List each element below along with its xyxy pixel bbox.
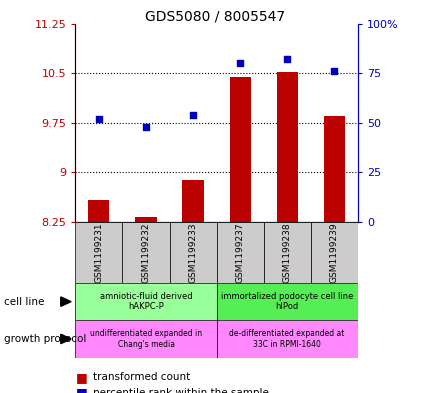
Bar [216,222,263,283]
Text: percentile rank within the sample: percentile rank within the sample [92,388,268,393]
Point [142,124,149,130]
Text: amniotic-fluid derived
hAKPC-P: amniotic-fluid derived hAKPC-P [99,292,192,311]
Bar [276,72,297,222]
Bar [122,222,169,283]
Point [283,56,290,62]
Bar [182,180,203,222]
Bar [310,222,357,283]
Polygon shape [61,297,71,307]
Text: GSM1199232: GSM1199232 [141,222,150,283]
Bar [323,116,344,222]
Text: de-differentiated expanded at
33C in RPMI-1640: de-differentiated expanded at 33C in RPM… [229,329,344,349]
Text: immortalized podocyte cell line
hIPod: immortalized podocyte cell line hIPod [221,292,353,311]
Text: undifferentiated expanded in
Chang's media: undifferentiated expanded in Chang's med… [90,329,202,349]
Point [330,68,337,74]
Bar [216,320,357,358]
Text: GSM1199231: GSM1199231 [94,222,103,283]
Bar [75,283,216,320]
Text: cell line: cell line [4,297,45,307]
Text: growth protocol: growth protocol [4,334,86,344]
Text: GSM1199233: GSM1199233 [188,222,197,283]
Bar [75,320,216,358]
Bar [135,217,156,222]
Text: GSM1199239: GSM1199239 [329,222,338,283]
Polygon shape [61,334,71,343]
Text: ■: ■ [75,386,87,393]
Text: GSM1199237: GSM1199237 [235,222,244,283]
Bar [88,200,109,222]
Bar [75,222,122,283]
Text: transformed count: transformed count [92,372,190,382]
Point [189,112,196,118]
Text: GSM1199238: GSM1199238 [282,222,291,283]
Text: GDS5080 / 8005547: GDS5080 / 8005547 [145,10,285,24]
Point [236,60,243,66]
Text: ■: ■ [75,371,87,384]
Bar [229,77,250,222]
Bar [263,222,310,283]
Bar [216,283,357,320]
Bar [169,222,216,283]
Point [95,116,102,122]
